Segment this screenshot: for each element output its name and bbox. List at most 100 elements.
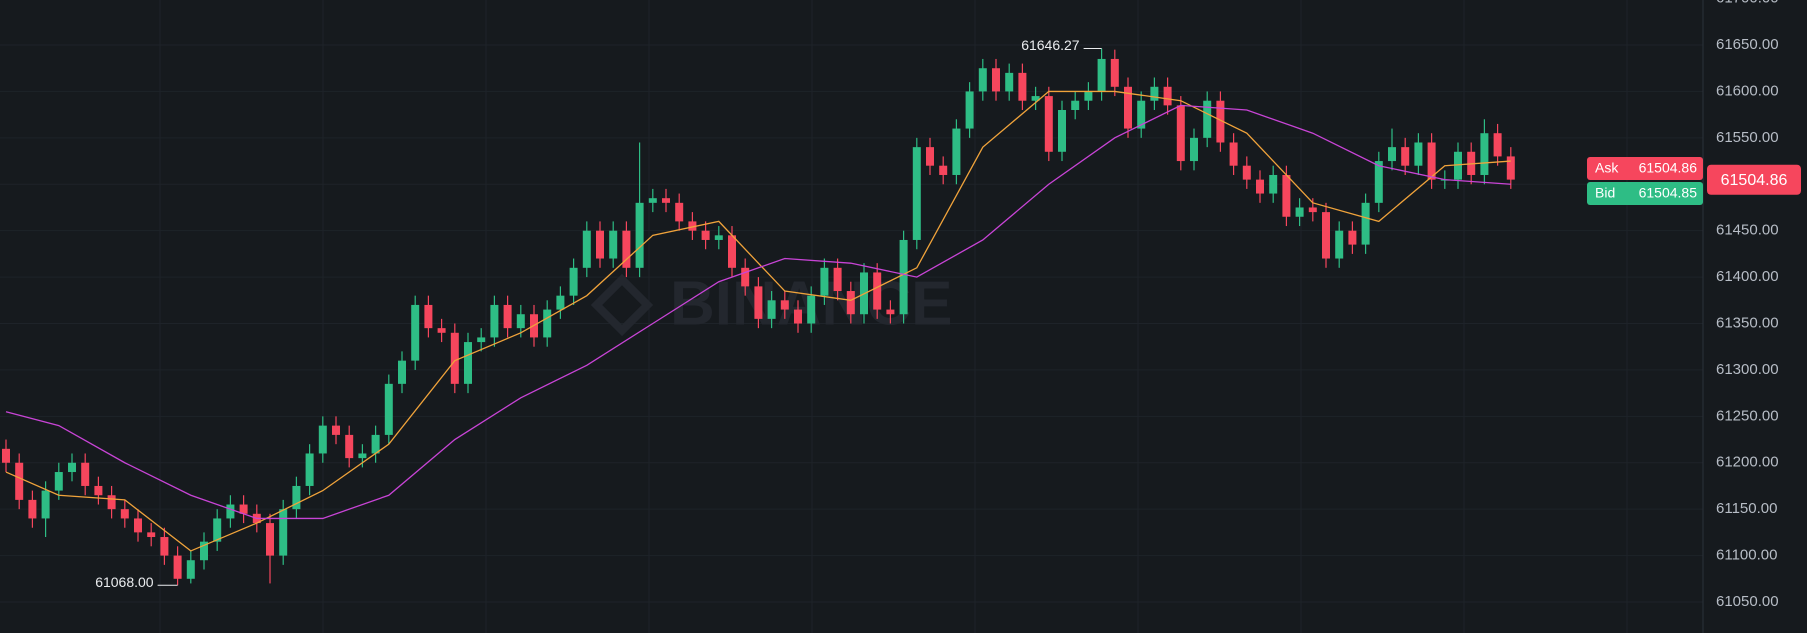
candle-body <box>1427 142 1436 180</box>
candle-body <box>1454 151 1462 180</box>
last-price-box <box>1707 164 1801 195</box>
y-tick-label: 61450.00 <box>1716 222 1779 239</box>
bid-label: Bid <box>1595 185 1615 201</box>
y-tick-label: 61300.00 <box>1716 361 1779 378</box>
candle-body <box>662 198 670 203</box>
candle-body <box>81 462 90 486</box>
candle-body <box>1097 58 1106 92</box>
candle-body <box>912 147 921 240</box>
candle-body <box>213 518 222 542</box>
candle-body <box>1295 207 1304 217</box>
candle-body <box>807 295 816 324</box>
candle-body <box>820 267 829 296</box>
candle-body <box>424 304 433 329</box>
candle-body <box>41 490 50 519</box>
candle-body <box>1493 133 1502 157</box>
candle-body <box>292 485 301 510</box>
candle-body <box>1018 72 1027 101</box>
y-tick-label: 61600.00 <box>1716 82 1779 99</box>
ask-box <box>1587 157 1703 180</box>
candle-body <box>688 221 697 231</box>
y-tick-label: 61250.00 <box>1716 407 1779 424</box>
candle-body <box>1269 174 1278 194</box>
candle-body <box>1031 96 1040 101</box>
candle-body <box>1150 86 1159 101</box>
candle-body <box>1229 142 1238 166</box>
candle-body <box>701 230 710 240</box>
candle-body <box>926 147 934 166</box>
candle-body <box>305 453 314 486</box>
candle-body <box>173 555 182 579</box>
candle-body <box>1506 156 1515 180</box>
candle-body <box>68 462 76 473</box>
y-tick-label: 61350.00 <box>1716 314 1779 331</box>
candle-body <box>780 300 789 310</box>
candle-body <box>464 342 472 384</box>
candle-body <box>833 267 842 292</box>
candle-body <box>450 332 459 384</box>
candle-body <box>186 560 195 579</box>
candle-body <box>160 537 169 556</box>
candle-body <box>965 91 974 129</box>
candle-body <box>886 309 895 315</box>
candle-body <box>239 504 248 514</box>
moving-average-line <box>5 90 1511 552</box>
vertical-grid <box>159 0 1628 633</box>
plot-area: 61646.27 61068.00 <box>2 37 1515 590</box>
y-tick-label: 61100.00 <box>1716 547 1777 564</box>
bid-price: 61504.85 <box>1639 185 1698 201</box>
y-tick-label: 61150.00 <box>1716 500 1777 517</box>
candle-body <box>28 499 37 519</box>
candle-body <box>846 291 855 315</box>
candle-body <box>582 230 591 268</box>
candle-body <box>899 239 908 315</box>
high-marker-label: 61646.27 <box>1021 37 1080 53</box>
candle-body <box>107 495 116 510</box>
candle-body <box>1190 137 1198 162</box>
candle-body <box>992 68 1000 92</box>
candle-body <box>543 309 552 338</box>
candle-body <box>952 128 961 175</box>
y-tick-label: 61050.00 <box>1716 593 1779 610</box>
candle-body <box>2 448 10 463</box>
y-tick-label: 61200.00 <box>1716 454 1779 471</box>
y-tick-label: 61550.00 <box>1716 129 1779 146</box>
candle-body <box>503 304 512 329</box>
candle-body <box>1137 100 1146 129</box>
candle-body <box>1388 147 1396 162</box>
candle-body <box>490 304 499 338</box>
candle-body <box>648 198 657 203</box>
candle-body <box>1084 91 1093 101</box>
candle-body <box>200 541 208 561</box>
candle-body <box>516 314 525 329</box>
low-marker-label: 61068.00 <box>95 574 154 590</box>
candle-body <box>1176 105 1185 162</box>
candle-body <box>741 267 750 287</box>
y-tick-label: 61400.00 <box>1716 268 1779 285</box>
last-price: 61504.86 <box>1721 172 1788 189</box>
candle-body <box>332 425 340 435</box>
candle-body <box>978 68 987 92</box>
candle-body <box>1242 165 1251 180</box>
ask-price: 61504.86 <box>1639 160 1698 176</box>
candle-body <box>596 230 604 259</box>
candle-body <box>609 230 618 259</box>
candle-body <box>120 509 129 519</box>
price-tags: Ask 61504.86 Bid 61504.85 61504.86 <box>1587 157 1801 205</box>
candle-body <box>358 453 367 459</box>
candle-body <box>411 304 420 361</box>
candle-body <box>622 230 631 268</box>
candle-body <box>675 202 684 222</box>
candle-body <box>318 425 327 454</box>
logo-shape <box>590 273 654 337</box>
candle-body <box>54 472 63 491</box>
candle-body <box>1322 212 1330 259</box>
y-axis: 61050.00 61100.00 61150.00 61200.00 61250.00… <box>1716 0 1779 610</box>
candle-body <box>1005 72 1014 92</box>
candle-body <box>1414 142 1423 166</box>
candle-body <box>1361 202 1370 245</box>
candle-body <box>794 309 802 324</box>
candle-body <box>569 267 578 296</box>
watermark-logo <box>590 273 654 337</box>
